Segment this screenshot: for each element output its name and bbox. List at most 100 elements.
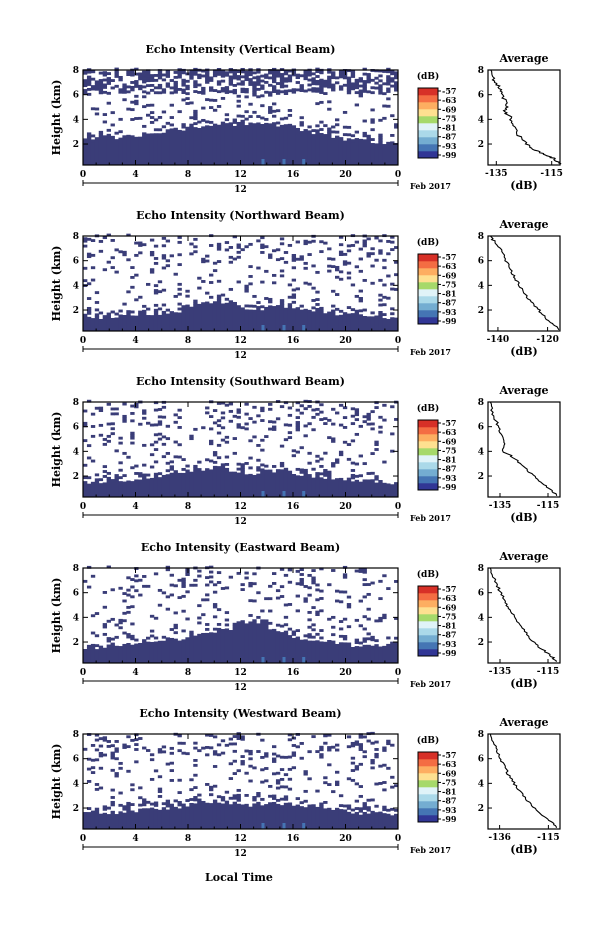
echo-cell — [370, 143, 375, 165]
colorbar-tick-label: -57 — [442, 418, 456, 428]
colorbar-tick-label: -81 — [442, 621, 456, 631]
echo-cell — [161, 474, 167, 497]
echo-cell — [114, 474, 119, 477]
echo-cell — [177, 87, 182, 91]
avg-y-tick-label: 6 — [478, 257, 484, 267]
echo-cell — [149, 74, 155, 78]
echo-cell — [165, 264, 171, 268]
echo-cell — [244, 90, 249, 94]
echo-cell — [299, 470, 304, 474]
echo-cell — [279, 304, 285, 331]
echo-cell — [374, 482, 379, 497]
echo-cell — [118, 476, 123, 480]
echo-cell — [149, 253, 155, 257]
echo-cell — [197, 276, 202, 280]
echo-cell — [311, 306, 316, 310]
echo-cell — [177, 287, 182, 291]
echo-cell — [161, 254, 167, 258]
echo-cell — [315, 789, 320, 793]
echo-cell — [185, 617, 190, 621]
echo-cell — [346, 735, 352, 739]
x-tick-label: 12 — [234, 834, 247, 844]
echo-cell — [193, 786, 198, 790]
echo-cell — [331, 640, 336, 644]
echo-cell — [260, 251, 265, 254]
echo-cell — [86, 309, 92, 313]
echo-cell — [102, 465, 108, 469]
echo-cell — [114, 772, 119, 775]
echo-cell — [260, 74, 265, 78]
echo-cell — [299, 806, 304, 810]
echo-cell — [319, 91, 324, 94]
echo-cell — [149, 802, 155, 806]
echo-cell — [110, 617, 115, 621]
echo-cell — [216, 124, 222, 165]
panel-title: Echo Intensity (Westward Beam) — [139, 707, 341, 720]
echo-cell — [319, 309, 324, 313]
echo-cell — [248, 584, 253, 588]
echo-cell — [319, 802, 324, 806]
colorbar-tick-label: -69 — [442, 270, 457, 280]
echo-cell — [177, 263, 182, 267]
echo-cell — [311, 806, 316, 829]
echo-cell — [94, 87, 100, 91]
echo-cell — [338, 477, 344, 481]
echo-cell — [331, 83, 336, 87]
echo-cell — [98, 409, 104, 413]
echo-cell — [90, 813, 96, 829]
echo-cell — [248, 275, 253, 278]
echo-cell — [287, 79, 293, 83]
echo-cell — [252, 420, 257, 424]
echo-cell — [295, 467, 300, 471]
echo-cell — [311, 129, 316, 133]
echo-cell — [236, 250, 241, 254]
colorbar-swatch — [418, 310, 438, 318]
echo-cell — [275, 74, 281, 78]
echo-cell — [220, 124, 226, 127]
echo-cell — [126, 610, 131, 614]
echo-cell — [161, 435, 167, 439]
echo-cell — [264, 767, 269, 770]
echo-cell — [185, 289, 190, 293]
echo-cell — [331, 422, 336, 426]
echo-cell — [358, 138, 363, 165]
echo-cell — [279, 785, 285, 789]
echo-cell — [386, 296, 391, 300]
echo-cell — [350, 134, 356, 138]
echo-cell — [275, 258, 281, 262]
echo-cell — [177, 110, 182, 114]
echo-cell — [327, 475, 332, 479]
echo-cell — [232, 84, 237, 87]
echo-cell — [197, 798, 202, 802]
echo-cell — [342, 590, 348, 594]
echo-cell — [374, 619, 379, 623]
echo-cell — [327, 470, 332, 474]
echo-cell — [86, 456, 92, 460]
echo-cell — [201, 598, 206, 602]
echo-cell — [346, 86, 352, 90]
colorbar-tick-label: -63 — [442, 261, 457, 271]
avg-y-tick-label: 4 — [478, 281, 484, 291]
echo-cell — [228, 75, 234, 79]
echo-cell — [193, 302, 198, 305]
echo-cell — [358, 84, 363, 88]
echo-cell — [386, 274, 391, 278]
echo-cell — [382, 805, 387, 809]
echo-cell — [94, 80, 100, 84]
echo-cell — [224, 73, 230, 77]
echo-cell — [390, 141, 395, 165]
echo-cell — [149, 777, 155, 781]
echo-cell — [331, 809, 336, 829]
echo-cell — [374, 317, 379, 331]
echo-cell — [193, 245, 198, 249]
colorbar-swatch — [418, 483, 438, 491]
y-tick-label: 8 — [73, 564, 79, 574]
echo-cell — [335, 643, 340, 663]
echo-cell — [169, 79, 174, 82]
echo-cell — [149, 810, 155, 829]
echo-cell — [260, 409, 265, 413]
echo-cell — [331, 125, 336, 129]
echo-cell — [303, 77, 308, 81]
echo-cell — [248, 417, 253, 420]
echo-cell — [83, 316, 88, 331]
